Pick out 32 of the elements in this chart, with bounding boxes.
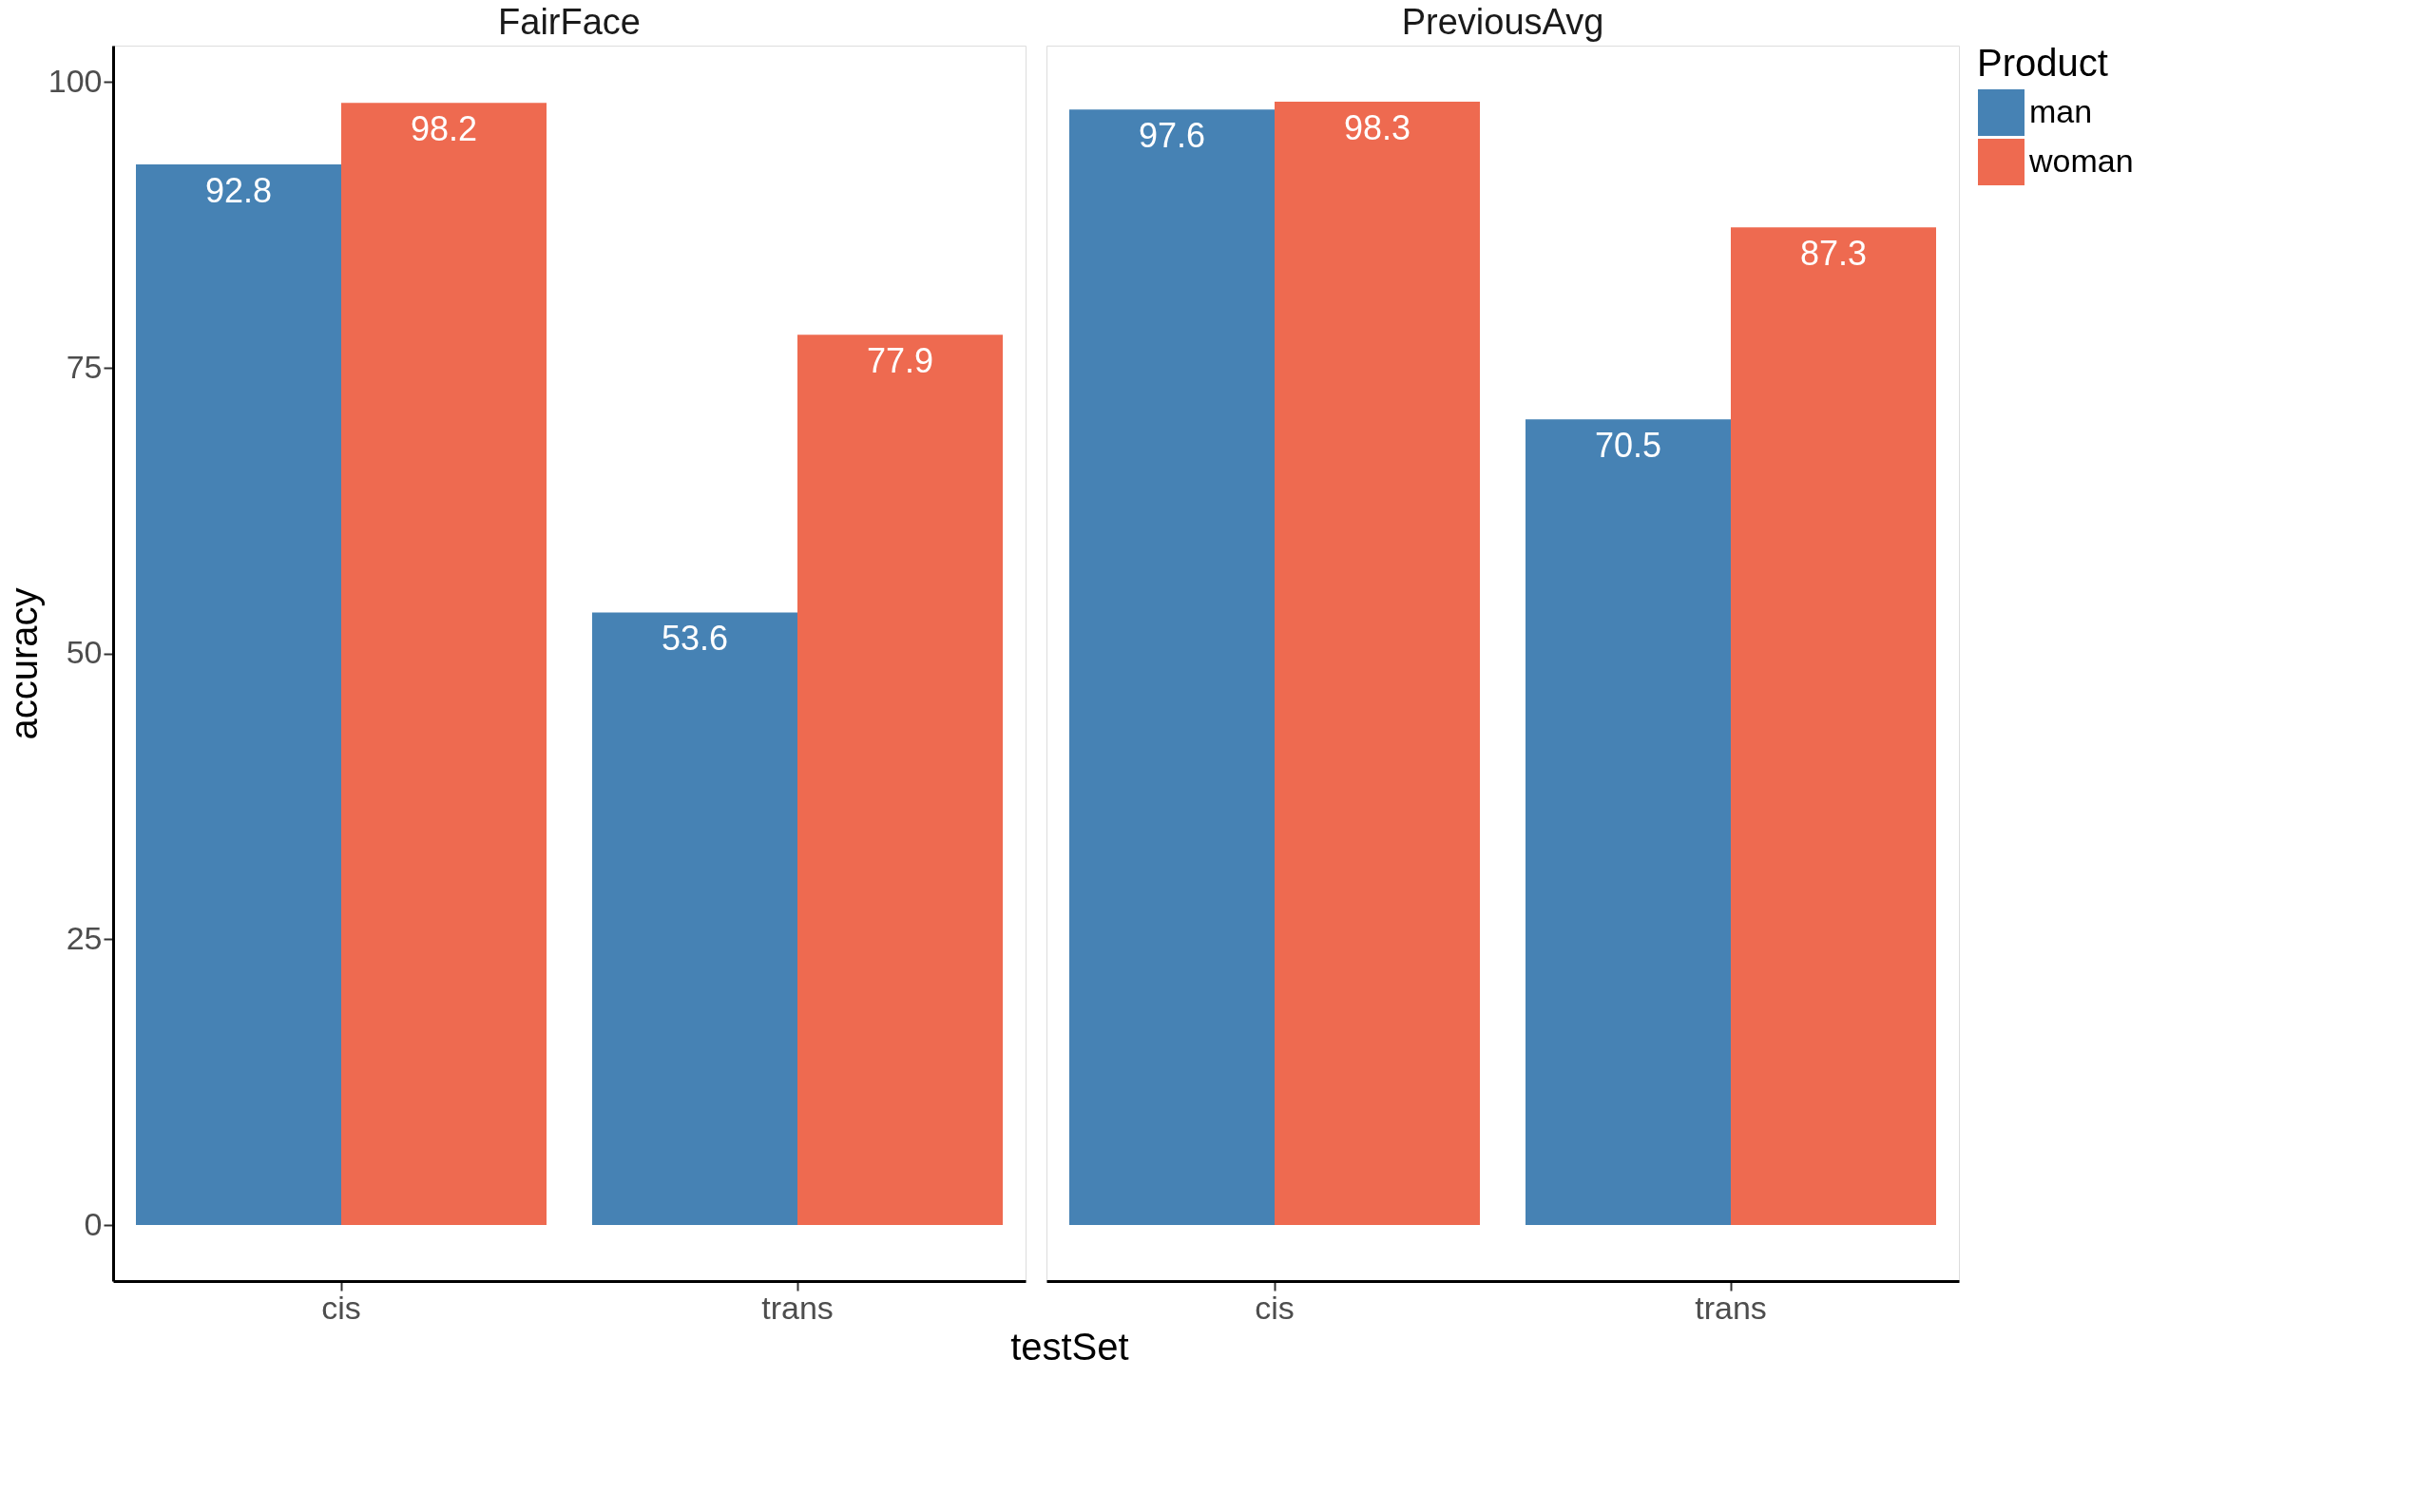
data-label: 98.3	[1343, 107, 1411, 147]
x-tick-label: cis	[321, 1289, 361, 1326]
bar	[1275, 101, 1480, 1226]
legend-label: woman	[2028, 142, 2134, 179]
bar	[341, 103, 547, 1226]
chart-title: PreviousAvg	[1401, 2, 1604, 42]
bar	[797, 335, 1003, 1226]
x-axis-title: testSet	[1010, 1325, 1129, 1368]
bar	[1731, 227, 1936, 1226]
legend-label: man	[2029, 92, 2093, 129]
data-label: 77.9	[866, 341, 934, 381]
data-label: 70.5	[1594, 426, 1662, 466]
chart-title: FairFace	[498, 2, 641, 42]
bar	[1526, 419, 1731, 1226]
x-tick-label: trans	[1695, 1289, 1767, 1326]
bar	[1069, 109, 1275, 1226]
legend-title: Product	[1977, 42, 2108, 84]
data-label: 92.8	[204, 171, 273, 211]
data-label: 97.6	[1138, 116, 1206, 156]
y-axis-title: accuracy	[2, 587, 45, 740]
y-tick-label: 25	[66, 919, 103, 956]
x-tick-label: cis	[1255, 1289, 1295, 1326]
y-tick-label: 0	[84, 1205, 103, 1242]
y-tick-label: 50	[66, 634, 103, 671]
bar	[592, 612, 797, 1226]
data-label: 53.6	[661, 619, 729, 659]
y-tick-label: 75	[66, 348, 103, 385]
data-label: 87.3	[1799, 234, 1868, 274]
bar	[136, 164, 341, 1226]
x-tick-label: trans	[761, 1289, 834, 1326]
y-tick-label: 100	[48, 62, 103, 99]
data-label: 98.2	[410, 109, 478, 149]
